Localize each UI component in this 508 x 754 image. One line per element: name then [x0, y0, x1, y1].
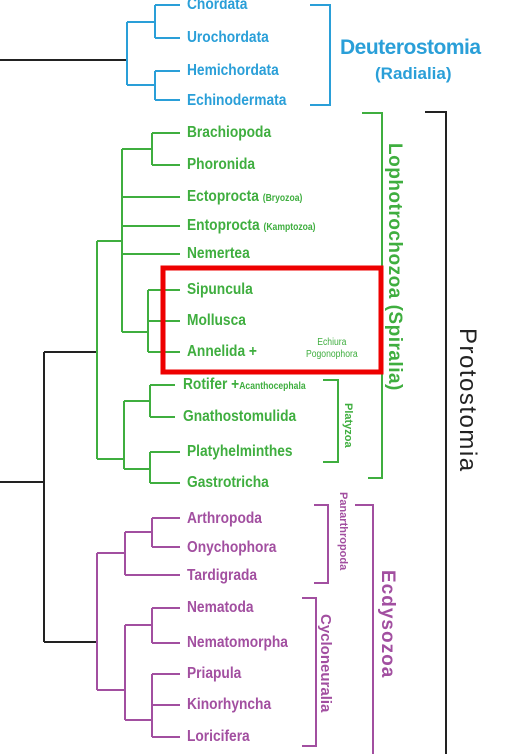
taxon-ectoprocta-note: (Bryozoa) — [262, 193, 303, 204]
annelida-note: Echiura Pogonophora — [306, 337, 358, 361]
taxon-entoprocta-name: Entoprocta — [187, 217, 260, 234]
protostomia-bracket — [425, 111, 447, 754]
group-cycloneuralia: Cycloneuralia — [317, 614, 334, 713]
taxon-nemertea: Nemertea — [187, 245, 250, 262]
taxon-entoprocta: Entoprocta (Kamptozoa) — [187, 218, 316, 234]
deuterostome-branches — [126, 4, 331, 106]
annelida-note-echiura: Echiura — [317, 337, 347, 348]
taxon-urochordata: Urochordata — [187, 29, 269, 46]
taxon-ectoprocta: Ectoprocta (Bryozoa) — [187, 189, 302, 205]
group-deuterostomia: Deuterostomia — [340, 36, 481, 59]
taxon-nematoda: Nematoda — [187, 599, 254, 616]
group-lophotrochozoa: Lophotrochozoa (Spiralia) — [384, 143, 405, 391]
taxon-kinorhyncha: Kinorhyncha — [187, 696, 272, 713]
taxon-loricifera: Loricifera — [187, 728, 250, 745]
highlight-box — [160, 265, 384, 375]
ecdysozoan-branches — [96, 504, 374, 754]
taxon-entoprocta-note: (Kamptozoa) — [263, 222, 316, 233]
annelida-note-pogonophora: Pogonophora — [306, 349, 358, 360]
taxon-tardigrada: Tardigrada — [187, 567, 258, 584]
lophotrochozoan-branches — [96, 112, 383, 484]
taxon-phoronida: Phoronida — [187, 156, 256, 173]
taxon-nematomorpha: Nematomorpha — [187, 634, 288, 651]
taxon-arthropoda: Arthropoda — [187, 510, 262, 527]
taxon-priapula: Priapula — [187, 665, 242, 682]
taxon-onychophora: Onychophora — [187, 539, 277, 556]
taxon-platyhelminthes: Platyhelminthes — [187, 443, 293, 460]
group-panarthropoda: Panarthropoda — [337, 492, 349, 571]
taxon-mollusca: Mollusca — [187, 312, 246, 329]
taxon-sipuncula: Sipuncula — [187, 281, 253, 298]
taxon-chordata: Chordata — [187, 0, 248, 13]
taxon-annelida: Annelida + — [187, 343, 257, 360]
group-platyzoa: Platyzoa — [342, 403, 354, 448]
taxon-rotifer-name: Rotifer + — [183, 376, 240, 393]
taxon-rotifer: Rotifer +Acanthocephala — [183, 377, 306, 393]
group-ecdysozoa: Ecdysozoa — [377, 570, 398, 679]
taxon-rotifer-note: Acanthocephala — [239, 381, 306, 392]
trunk-lines — [0, 59, 127, 643]
taxon-gastrotricha: Gastrotricha — [187, 474, 269, 491]
taxon-gnathostomulida: Gnathostomulida — [183, 408, 297, 425]
taxon-brachiopoda: Brachiopoda — [187, 124, 272, 141]
taxon-ectoprocta-name: Ectoprocta — [187, 188, 259, 205]
taxon-hemichordata: Hemichordata — [187, 62, 279, 79]
group-protostomia: Protostomia — [454, 328, 481, 473]
group-radialia: (Radialia) — [375, 64, 452, 83]
taxon-echinodermata: Echinodermata — [187, 92, 287, 109]
